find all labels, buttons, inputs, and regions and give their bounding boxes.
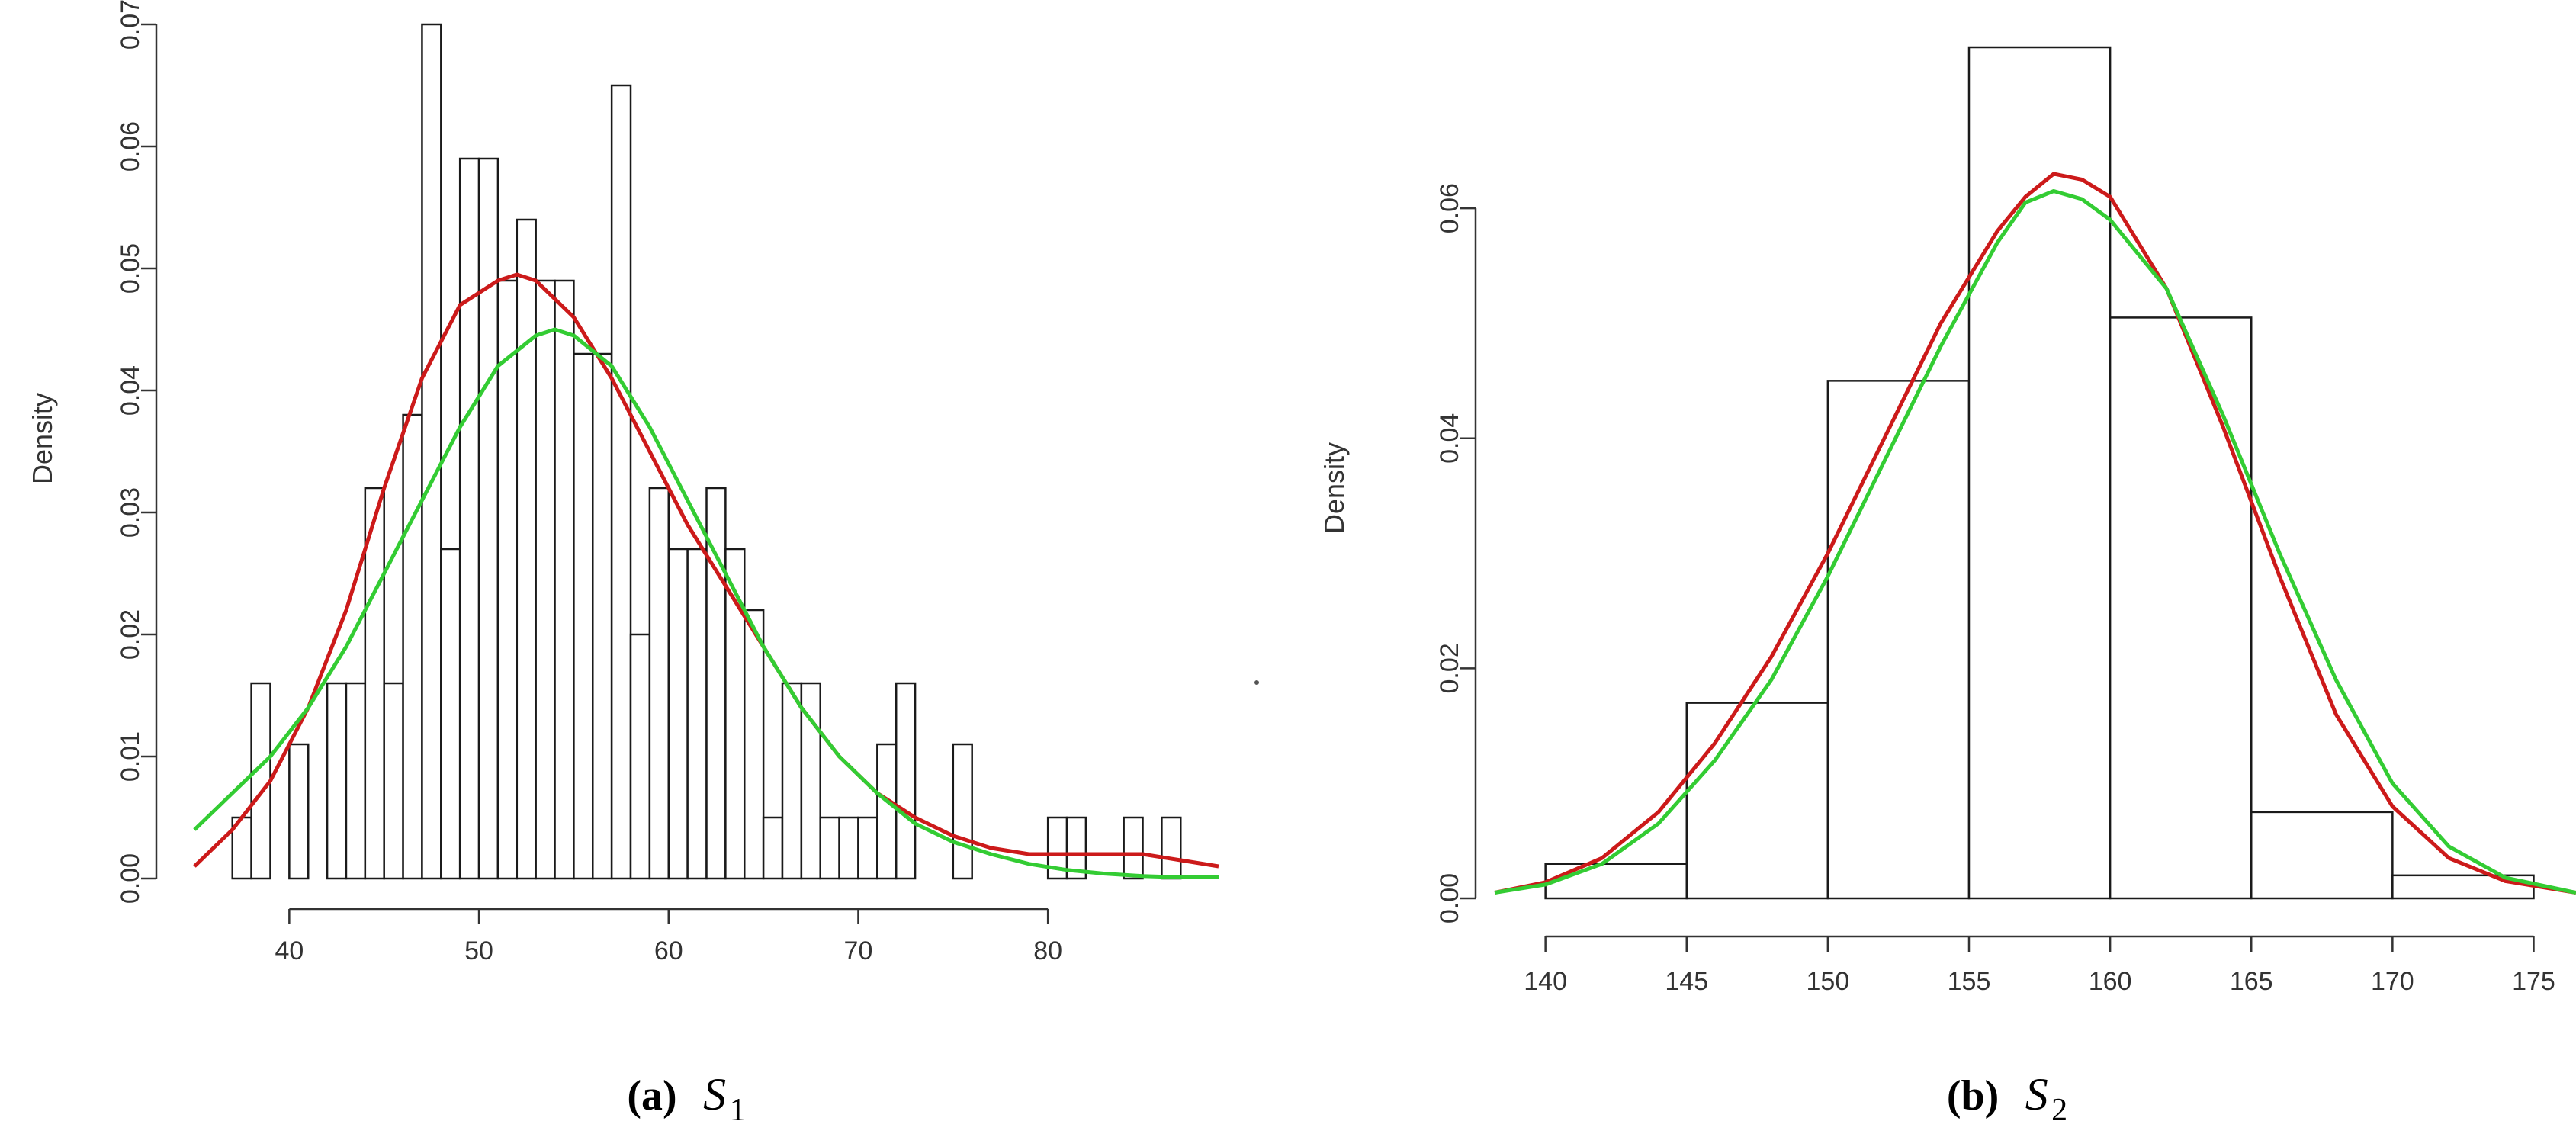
caption-subscript: 1 (730, 1093, 746, 1128)
x-tick-label: 140 (1524, 967, 1567, 996)
histogram-bar (1123, 816, 1144, 880)
x-tick-label: 40 (275, 936, 304, 965)
y-tick-label: 0.03 (116, 487, 145, 538)
x-tick-label: 145 (1665, 967, 1708, 996)
histogram-bar (857, 816, 878, 880)
histogram-bar (402, 413, 423, 880)
histogram-bar (250, 682, 271, 880)
density-curve-red (1494, 172, 2576, 895)
y-tick-label: 0.07 (116, 0, 145, 50)
histogram-bar (383, 682, 404, 880)
caption-symbol: S (703, 1069, 726, 1120)
histogram-bar (326, 682, 348, 880)
x-tick-label: 160 (2089, 967, 2132, 996)
y-tick-label: 0.06 (1435, 183, 1464, 233)
histogram-bar (554, 279, 575, 880)
y-tick-label: 0.01 (116, 731, 145, 782)
histogram-panel-s2: Density 140 145 150 155 160 165 170 175 0.00 0.02… (1319, 46, 2576, 1128)
density-curve-red (193, 272, 1219, 869)
histogram-bar (421, 23, 442, 880)
y-tick-label: 0.04 (116, 365, 145, 416)
density-curve-green (1494, 189, 2576, 895)
histogram-bar (648, 487, 670, 880)
histogram-bar (1544, 863, 1688, 900)
histogram-bar (819, 816, 840, 880)
histogram-bar (610, 84, 632, 880)
histogram-bar (516, 218, 537, 880)
histogram-bar (535, 279, 556, 880)
histogram-bar (592, 352, 613, 880)
histogram-bar (477, 157, 499, 880)
histogram-bar (895, 682, 917, 880)
y-tick-label: 0.02 (1435, 643, 1464, 693)
histogram-bar (1967, 46, 2112, 900)
y-tick-label: 0.00 (1435, 873, 1464, 924)
histogram-bar (2250, 811, 2394, 900)
histogram-bar (440, 548, 461, 880)
histogram-bar (1685, 702, 1829, 900)
y-tick-label: 0.04 (1435, 413, 1464, 464)
x-tick-label: 60 (654, 936, 683, 965)
x-tick-label: 175 (2512, 967, 2555, 996)
histogram-bars (1544, 46, 2535, 900)
histogram-bar (876, 743, 898, 880)
histogram-bar (762, 816, 784, 880)
y-tick-label: 0.00 (116, 853, 145, 904)
caption-symbol: S (2025, 1069, 2048, 1120)
histogram-bar (743, 609, 765, 880)
caption-label: (a) (627, 1072, 676, 1120)
x-tick-label: 165 (2230, 967, 2273, 996)
x-tick-label: 70 (844, 936, 873, 965)
y-axis-label: Density (1319, 442, 1350, 534)
histogram-panel-s1: Density 40 50 60 70 80 0.00 0.01 0.02 0.03 0.04 0.… (27, 0, 1219, 1128)
x-tick-label: 150 (1807, 967, 1850, 996)
y-tick-label: 0.02 (116, 609, 145, 660)
x-tick-label: 155 (1948, 967, 1991, 996)
histogram-bar (1065, 816, 1087, 880)
y-axis-label: Density (27, 393, 58, 484)
x-tick-label: 80 (1033, 936, 1062, 965)
histogram-bar (345, 682, 367, 880)
histogram-bar (629, 633, 651, 880)
stray-dot (1254, 680, 1259, 685)
density-curve-green (193, 327, 1219, 879)
histogram-bar (705, 487, 727, 880)
caption-s1: (a) S 1 (627, 1069, 745, 1128)
caption-label: (b) (1947, 1072, 1999, 1120)
histogram-bar (781, 682, 803, 880)
histogram-bar (2109, 316, 2253, 900)
histogram-bar (364, 487, 385, 880)
histogram-bar (496, 279, 519, 880)
histogram-bar (952, 743, 973, 880)
y-tick-label: 0.06 (116, 121, 145, 172)
histogram-bar (458, 157, 480, 880)
histogram-bar (800, 682, 821, 880)
histogram-bar (667, 548, 689, 880)
histogram-bar (1161, 816, 1182, 880)
x-tick-label: 50 (464, 936, 493, 965)
caption-s2: (b) S 2 (1947, 1069, 2067, 1128)
histogram-bars (231, 23, 1182, 880)
histogram-bar (686, 548, 708, 880)
histogram-bar (573, 352, 594, 880)
caption-subscript: 2 (2051, 1093, 2067, 1128)
histogram-bar (1826, 380, 1971, 900)
histogram-bar (288, 743, 310, 880)
x-tick-label: 170 (2371, 967, 2414, 996)
y-tick-label: 0.05 (116, 243, 145, 294)
histogram-bar (838, 816, 859, 880)
